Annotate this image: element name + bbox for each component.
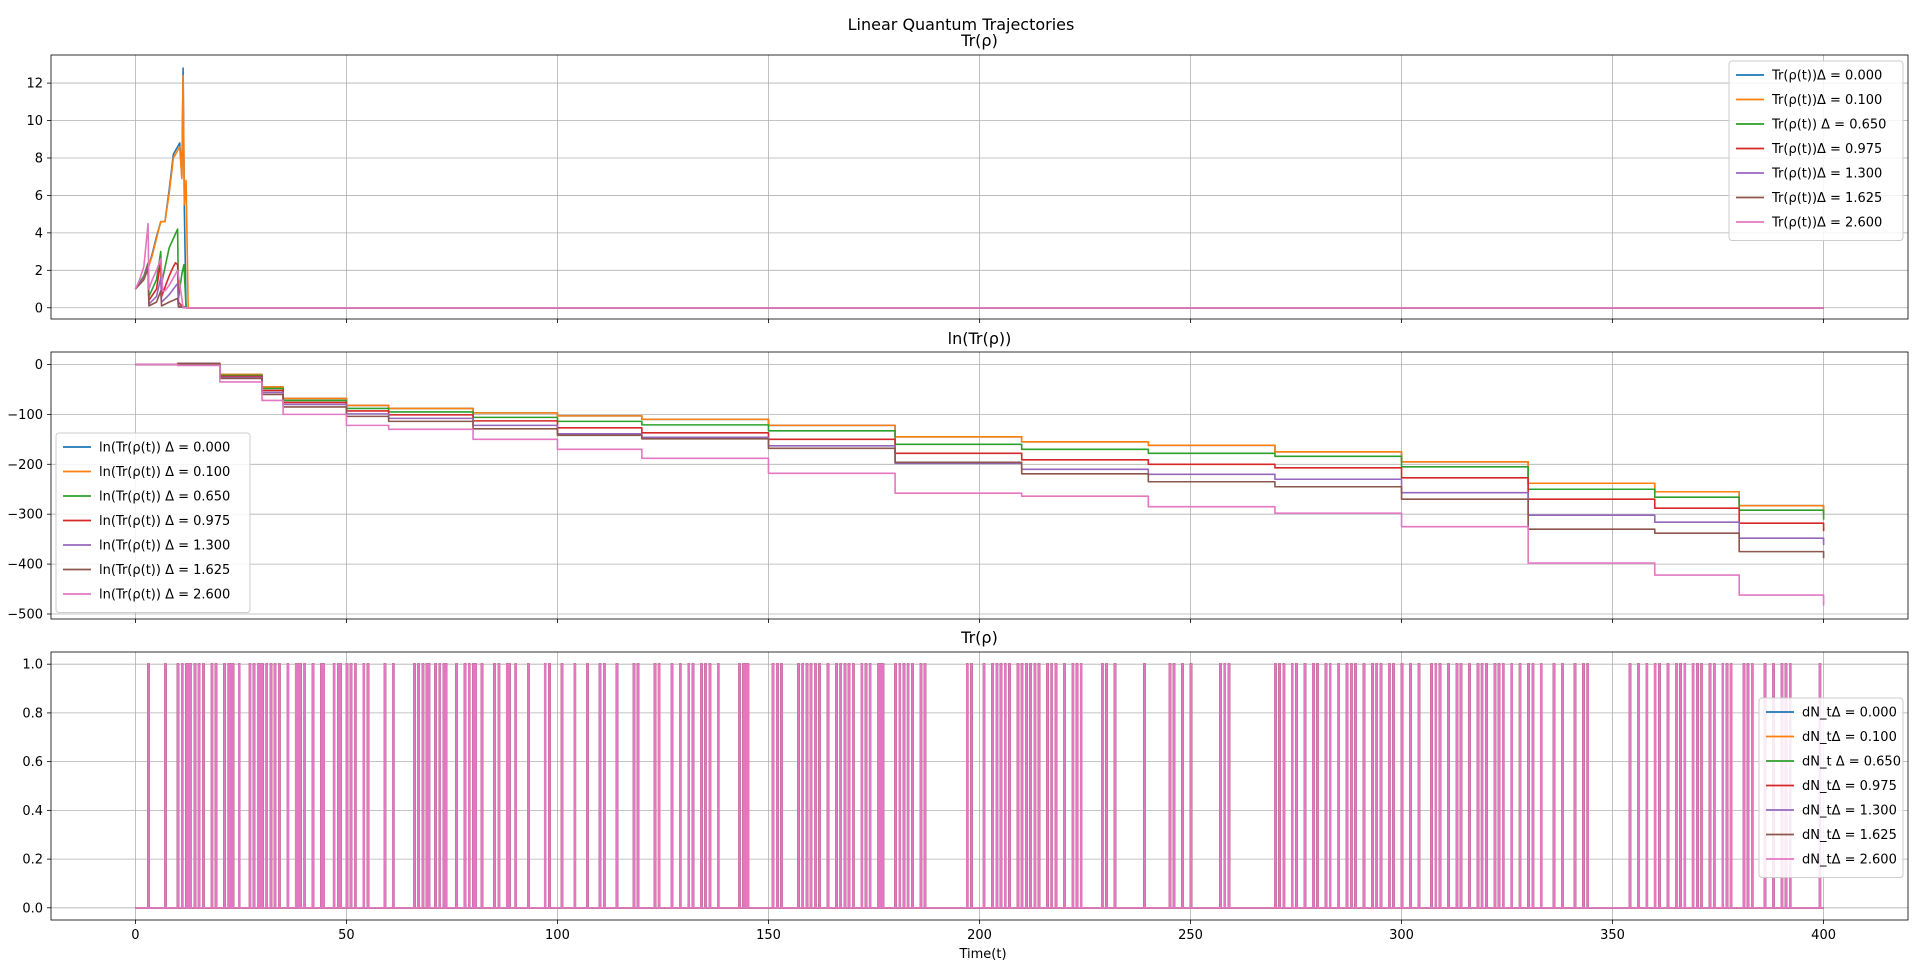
y-tick-label: 8 (35, 151, 43, 166)
legend-entry: Tr(ρ(t)) Δ = 0.650 (1771, 118, 1886, 133)
y-tick-label: 12 (26, 77, 43, 92)
series-line-6 (135, 362, 1825, 559)
axes-frame (50, 651, 1909, 921)
y-tick-label: 0.0 (22, 901, 43, 916)
legend-entry: dN_tΔ = 2.600 (1802, 853, 1897, 868)
y-tick-label: 1.0 (22, 658, 43, 673)
x-tick-label: 350 (1600, 928, 1625, 943)
panel-2: 0 −100 −200 −300 −400 −500 ln(Tr(ρ)) ln(Tr(ρ(t)… (7, 329, 1909, 623)
legend-entry: Tr(ρ(t))Δ = 1.300 (1771, 167, 1882, 182)
legend-entry: Tr(ρ(t))Δ = 0.100 (1771, 93, 1882, 108)
x-tick-label: 400 (1811, 928, 1836, 943)
legend-entry: dN_tΔ = 0.000 (1802, 706, 1897, 721)
legend-entry: ln(Tr(ρ(t)) Δ = 0.100 (99, 465, 230, 480)
x-tick-label: 150 (756, 928, 781, 943)
y-tick-label: −300 (7, 508, 43, 523)
legend-entry: Tr(ρ(t))Δ = 0.000 (1771, 69, 1882, 84)
axes-frame (50, 351, 1909, 620)
legend-entry: ln(Tr(ρ(t)) Δ = 1.625 (99, 563, 230, 578)
legend-entry: ln(Tr(ρ(t)) Δ = 0.000 (99, 441, 230, 456)
legend-entry: ln(Tr(ρ(t)) Δ = 1.300 (99, 539, 230, 554)
y-tick-label: 0.2 (22, 853, 43, 868)
legend-entry: Tr(ρ(t))Δ = 0.975 (1771, 142, 1882, 157)
legend-entry: dN_t Δ = 0.650 (1802, 755, 1901, 770)
y-tick-label: −500 (7, 608, 43, 623)
axes-frame (50, 54, 1909, 320)
legend-frame (1728, 60, 1904, 241)
series-group (135, 663, 1824, 909)
y-tick-label: 2 (35, 264, 43, 279)
panel-title: Tr(ρ) (960, 628, 998, 647)
legend-frame (1758, 697, 1904, 878)
series-line-6 (134, 267, 1824, 309)
legend: ln(Tr(ρ(t)) Δ = 0.000 ln(Tr(ρ(t)) Δ = 0.1… (55, 432, 251, 613)
y-tick-label: 0 (35, 358, 43, 373)
series-group (135, 362, 1825, 606)
legend-entry: dN_tΔ = 0.975 (1802, 779, 1897, 794)
legend: Tr(ρ(t))Δ = 0.000 Tr(ρ(t))Δ = 0.100 Tr(ρ(t… (1728, 60, 1904, 241)
panel-title: ln(Tr(ρ)) (948, 329, 1012, 348)
legend-entry: ln(Tr(ρ(t)) Δ = 0.975 (99, 514, 230, 529)
y-tick-label: −100 (7, 408, 43, 423)
series-line-7 (135, 363, 1825, 606)
y-tick-label: 0.6 (22, 755, 43, 770)
x-tick-label: 0 (131, 928, 139, 943)
legend-entry: dN_tΔ = 1.625 (1802, 828, 1897, 843)
y-tick-label: 0.4 (22, 804, 43, 819)
y-tick-label: −200 (7, 458, 43, 473)
panel-3: 0.0 0.2 0.4 0.6 0.8 1.0 0 50 100 150 200 250 300 350 4… (22, 628, 1909, 943)
legend: dN_tΔ = 0.000 dN_tΔ = 0.100 dN_t Δ = 0.650… (1758, 697, 1904, 878)
series-line-7 (135, 663, 1824, 909)
x-tick-label: 250 (1178, 928, 1203, 943)
x-tick-label: 50 (338, 928, 355, 943)
y-tick-label: 6 (35, 189, 43, 204)
legend-entry: Tr(ρ(t))Δ = 2.600 (1771, 216, 1882, 231)
x-tick-label: 300 (1389, 928, 1414, 943)
panel-title: Tr(ρ) (960, 31, 998, 50)
legend-entry: ln(Tr(ρ(t)) Δ = 2.600 (99, 588, 230, 603)
y-tick-label: 0 (35, 301, 43, 316)
x-tick-label: 200 (967, 928, 992, 943)
figure-suptitle: Linear Quantum Trajectories (848, 15, 1075, 34)
x-tick-label: 100 (545, 928, 570, 943)
x-axis-label: Time(t) (958, 947, 1006, 962)
legend-entry: Tr(ρ(t))Δ = 1.625 (1771, 191, 1882, 206)
series-line-7 (134, 222, 1824, 309)
y-tick-label: 4 (35, 226, 43, 241)
series-line-2 (134, 74, 1824, 309)
y-tick-label: 0.8 (22, 706, 43, 721)
y-tick-label: 10 (26, 114, 43, 129)
legend-entry: dN_tΔ = 1.300 (1802, 804, 1897, 819)
legend-frame (55, 432, 251, 613)
series-group (134, 67, 1824, 309)
y-tick-label: −400 (7, 558, 43, 573)
legend-entry: dN_tΔ = 0.100 (1802, 730, 1897, 745)
legend-entry: ln(Tr(ρ(t)) Δ = 0.650 (99, 490, 230, 505)
